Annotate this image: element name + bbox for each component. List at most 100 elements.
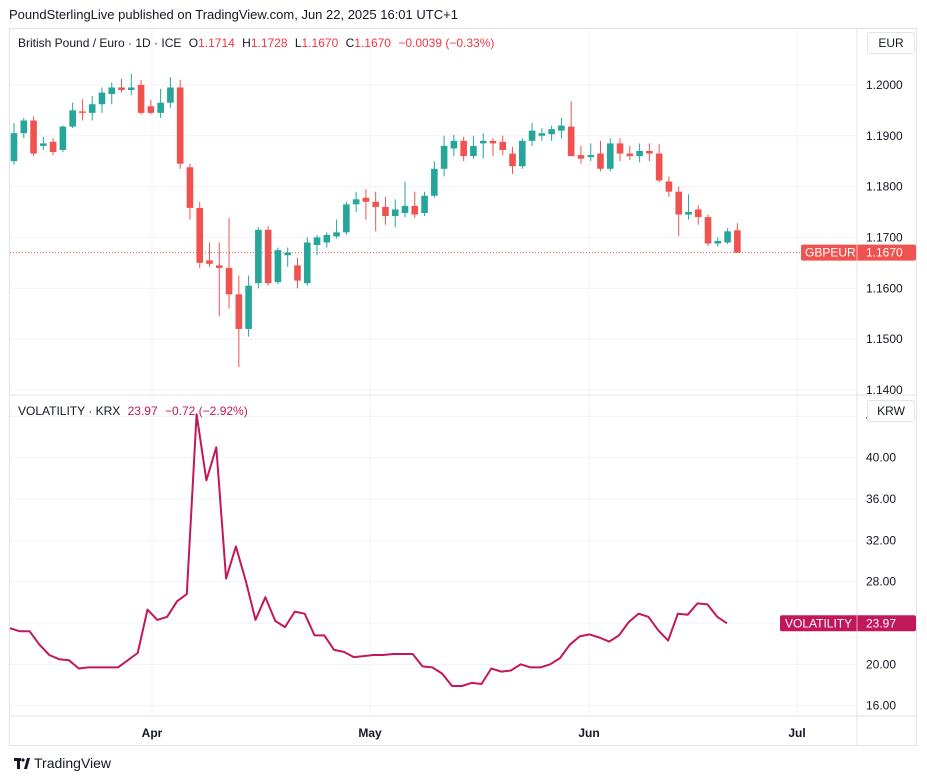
candle-body[interactable] — [382, 206, 389, 217]
candle-body[interactable] — [88, 104, 96, 113]
candle-body[interactable] — [499, 141, 507, 150]
candle-body[interactable] — [79, 111, 86, 113]
candle-body[interactable] — [59, 126, 67, 150]
currency-krw-button[interactable]: KRW — [867, 400, 915, 422]
candle-body[interactable] — [538, 133, 546, 136]
high-value: 1.1728 — [250, 36, 288, 50]
candle-body[interactable] — [714, 240, 722, 244]
candle-body[interactable] — [724, 231, 731, 243]
candle-body[interactable] — [519, 140, 526, 167]
candle-body[interactable] — [616, 143, 624, 154]
candle-body[interactable] — [284, 252, 291, 256]
candle-body[interactable] — [694, 209, 702, 218]
candle-body[interactable] — [69, 110, 76, 127]
volatility-title[interactable]: VOLATILITY · KRX — [18, 404, 121, 418]
x-tick-label: Apr — [142, 726, 163, 740]
candle-body[interactable] — [362, 197, 370, 202]
candle-body[interactable] — [10, 133, 18, 162]
candle-body[interactable] — [98, 92, 106, 105]
low-label: L — [294, 36, 302, 50]
candle-body[interactable] — [411, 205, 419, 215]
candle-body[interactable] — [548, 129, 555, 135]
close-label: C — [345, 36, 355, 50]
volatility-change: −0.72 (−2.92%) — [164, 404, 248, 418]
candle-body[interactable] — [196, 207, 204, 263]
candle-body[interactable] — [245, 285, 252, 329]
volatility-tag — [780, 615, 916, 632]
candle-body[interactable] — [675, 191, 682, 215]
candle-body[interactable] — [734, 230, 741, 253]
candle-body[interactable] — [509, 153, 516, 167]
volatility-line[interactable] — [9, 413, 728, 687]
candle-body[interactable] — [206, 260, 213, 264]
tradingview-brand[interactable]: TradingView — [14, 755, 111, 771]
y-tick-label: 1.1600 — [866, 281, 903, 295]
candle-body[interactable] — [626, 153, 634, 157]
volatility-legend: VOLATILITY · KRX 23.97 −0.72 (−2.92%) — [18, 404, 248, 418]
candle-body[interactable] — [147, 106, 155, 113]
candle-body[interactable] — [646, 151, 653, 154]
candle-body[interactable] — [215, 265, 223, 268]
candle-body[interactable] — [655, 153, 663, 181]
candle-body[interactable] — [606, 143, 614, 169]
currency-eur-button[interactable]: EUR — [867, 32, 915, 54]
candle-body[interactable] — [343, 204, 350, 233]
candle-body[interactable] — [685, 212, 692, 215]
candle-body[interactable] — [665, 181, 673, 192]
candle-body[interactable] — [567, 126, 575, 157]
candle-body[interactable] — [431, 168, 438, 196]
candle-body[interactable] — [323, 234, 331, 243]
candle-body[interactable] — [176, 87, 184, 164]
candle-body[interactable] — [440, 145, 448, 169]
candle-body[interactable] — [372, 201, 379, 207]
y-tick-label: 1.1500 — [866, 332, 903, 346]
candle-body[interactable] — [108, 87, 116, 95]
candle-body[interactable] — [489, 140, 497, 144]
candle-body[interactable] — [450, 140, 458, 149]
y-tick-label: 1.1700 — [866, 230, 903, 244]
candle-body[interactable] — [313, 237, 321, 246]
candle-body[interactable] — [401, 205, 409, 214]
candle-body[interactable] — [118, 87, 125, 90]
candle-body[interactable] — [587, 155, 595, 158]
candle-body[interactable] — [460, 140, 467, 157]
candle-body[interactable] — [186, 167, 194, 208]
candle-body[interactable] — [167, 87, 174, 103]
candle-body[interactable] — [421, 195, 428, 214]
candle-body[interactable] — [391, 209, 399, 217]
candle-body[interactable] — [704, 217, 712, 244]
candle-body[interactable] — [49, 141, 57, 153]
tradingview-brand-label: TradingView — [34, 755, 112, 771]
candle-body[interactable] — [128, 87, 135, 90]
tradingview-logo-icon — [14, 757, 30, 769]
candle-body[interactable] — [137, 84, 145, 113]
candle-body[interactable] — [264, 229, 272, 284]
candle-body[interactable] — [20, 120, 28, 134]
candle-body[interactable] — [235, 294, 243, 329]
candle-body[interactable] — [157, 102, 164, 113]
volatility-tag-value: 23.97 — [866, 616, 896, 630]
y-tick-label: 1.1900 — [866, 129, 903, 143]
candle-body[interactable] — [558, 125, 565, 131]
candle-body[interactable] — [225, 267, 233, 295]
high-label: H — [242, 36, 251, 50]
candle-body[interactable] — [303, 242, 311, 284]
candle-body[interactable] — [352, 199, 360, 205]
candle-body[interactable] — [40, 143, 47, 146]
y-tick-label: 1.1400 — [866, 383, 903, 397]
candle-body[interactable] — [333, 232, 340, 237]
candle-body[interactable] — [30, 120, 37, 154]
candle-body[interactable] — [577, 155, 585, 159]
candle-body[interactable] — [636, 151, 643, 157]
candle-body[interactable] — [470, 145, 477, 157]
candle-body[interactable] — [294, 265, 301, 281]
x-tick-label: Jun — [578, 726, 599, 740]
symbol-title[interactable]: British Pound / Euro · 1D · ICE — [18, 36, 182, 50]
candle-body[interactable] — [528, 130, 536, 141]
candle-body[interactable] — [274, 250, 282, 283]
candle-body[interactable] — [597, 153, 604, 169]
last-price-symbol: GBPEUR — [805, 246, 856, 260]
candle-body[interactable] — [255, 229, 262, 284]
candle-body[interactable] — [479, 140, 487, 144]
